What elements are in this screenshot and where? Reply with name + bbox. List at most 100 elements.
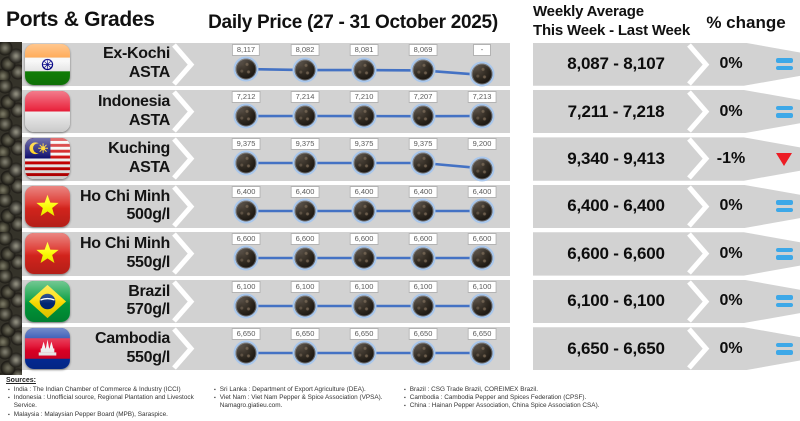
data-point-label: 9,375 [349, 138, 379, 151]
flag-india-icon [25, 43, 70, 85]
port-name: Kuching [108, 140, 170, 158]
data-point-label: - [473, 43, 491, 56]
flag-vietnam-icon [25, 233, 70, 275]
data-point-label: 6,100 [290, 280, 320, 293]
row-left-bar: Brazil 570g/l 6,100 6,100 6,100 6,100 6,100 [22, 279, 510, 324]
chevron-right-icon [685, 42, 711, 86]
sources-column-2: Sri Lanka : Department of Export Agricul… [214, 386, 400, 411]
data-point-label: 6,100 [231, 280, 261, 293]
peppercorn-data-point [469, 156, 495, 182]
peppercorn-data-point [233, 293, 259, 319]
data-point-label: 6,600 [408, 233, 438, 246]
row-left-bar: Cambodia 550g/l 6,650 6,650 6,650 6,650 6,650 [22, 327, 510, 371]
chevron-right-icon [685, 90, 711, 133]
weekly-average-value: 6,400 - 6,400 [567, 196, 665, 216]
data-point-label: 8,117 [231, 43, 261, 56]
chevron-right-icon [170, 232, 196, 280]
peppercorn-data-point [469, 245, 495, 271]
peppercorn-data-point [351, 57, 377, 83]
data-point-label: 6,100 [408, 280, 438, 293]
data-point-label: 6,650 [467, 328, 497, 341]
data-point-label: 9,200 [467, 138, 497, 151]
port-name: Ho Chi Minh [79, 187, 170, 205]
chevron-right-icon [685, 327, 711, 370]
down-triangle-icon [773, 137, 795, 180]
grade-name: ASTA [128, 111, 170, 129]
data-point-label: 9,375 [231, 138, 261, 151]
weekly-average-value: 6,100 - 6,100 [567, 291, 665, 311]
data-point-label: 6,650 [290, 328, 320, 341]
row-left-bar: Ho Chi Minh 550g/l 6,600 6,600 6,600 6,600 6,6… [22, 232, 510, 276]
peppercorn-data-point [233, 198, 259, 224]
source-item: Malaysia : Malaysian Pepper Board (MPB),… [13, 410, 168, 418]
chevron-right-icon [170, 90, 196, 138]
peppercorn-data-point [292, 293, 318, 319]
peppercorn-data-point [292, 57, 318, 83]
percent-change-value: 0% [719, 197, 743, 215]
peppercorn-data-point [292, 340, 318, 366]
source-item: Brazil : CSG Trade Brazil, COREIMEX Braz… [409, 386, 538, 393]
port-grade-label: Ho Chi Minh 550g/l [66, 232, 170, 275]
data-point-label: 9,375 [290, 138, 320, 151]
peppercorn-data-point [469, 340, 495, 366]
equal-bars-icon [773, 232, 795, 275]
equal-bars-icon [773, 43, 795, 86]
equal-bars-icon [773, 280, 795, 323]
data-point-label: 7,212 [231, 90, 261, 103]
data-point-label: 6,100 [349, 280, 379, 293]
grade-name: 500g/l [126, 206, 170, 224]
port-name: Indonesia [98, 92, 170, 110]
price-row-indonesia-asta: Indonesia ASTA 7,212 7,214 7,210 7,207 7,213 7,… [0, 89, 800, 138]
data-point-label: 6,600 [290, 233, 320, 246]
equal-bars-icon [773, 327, 795, 370]
chevron-right-icon [170, 327, 196, 375]
data-point-label: 6,400 [467, 185, 497, 198]
data-point-label: 7,210 [349, 90, 379, 103]
daily-price-mini-chart: 8,117 8,082 8,081 8,069 - [196, 43, 510, 87]
percent-change-value: 0% [719, 292, 743, 310]
percent-change-value: 0% [719, 244, 743, 262]
percent-change-value: -1% [716, 150, 746, 168]
flag-indonesia-icon [25, 90, 70, 132]
weekly-average-value: 7,211 - 7,218 [567, 101, 665, 121]
peppercorn-data-point [233, 150, 259, 176]
peppercorn-data-point [233, 340, 259, 366]
peppercorn-data-point [292, 198, 318, 224]
price-row-ho-chi-minh-550g-l: Ho Chi Minh 550g/l 6,600 6,600 6,600 6,600 6,6… [0, 232, 800, 279]
daily-price-header: Daily Price (27 - 31 October 2025) [208, 12, 498, 33]
grade-name: ASTA [128, 64, 170, 82]
flag-malaysia-icon [25, 138, 70, 180]
peppercorn-data-point [469, 293, 495, 319]
daily-price-mini-chart: 7,212 7,214 7,210 7,207 7,213 [196, 90, 510, 133]
percent-change-value: 0% [719, 55, 743, 73]
chevron-right-icon [170, 137, 196, 185]
daily-price-mini-chart: 6,400 6,400 6,400 6,400 6,400 [196, 185, 510, 228]
peppercorn-data-point [410, 150, 436, 176]
daily-price-mini-chart: 9,375 9,375 9,375 9,375 9,200 [196, 137, 510, 182]
peppercorn-data-point [233, 56, 259, 81]
data-point-label: 6,400 [408, 185, 438, 198]
data-point-label: 6,650 [349, 328, 379, 341]
peppercorn-data-point [469, 103, 495, 129]
chevron-right-icon [170, 280, 196, 328]
port-name: Ho Chi Minh [79, 235, 170, 253]
data-point-label: 6,400 [231, 185, 261, 198]
chevron-right-icon [685, 280, 711, 323]
weekly-average-value: 6,650 - 6,650 [567, 338, 665, 358]
peppercorn-data-point [351, 293, 377, 319]
price-row-ho-chi-minh-500g-l: Ho Chi Minh 500g/l 6,400 6,400 6,400 6,400 6,4… [0, 184, 800, 232]
data-point-label: 6,650 [231, 328, 261, 341]
port-grade-label: Kuching ASTA [66, 137, 170, 180]
data-point-label: 6,600 [467, 233, 497, 246]
peppercorn-data-point [410, 57, 436, 83]
peppercorn-texture-strip [0, 42, 22, 375]
grade-name: ASTA [128, 159, 170, 177]
peppercorn-data-point [351, 150, 377, 176]
peppercorn-data-point [469, 61, 495, 87]
data-point-label: 8,081 [349, 43, 379, 56]
data-point-label: 8,069 [408, 43, 438, 56]
peppercorn-data-point [351, 198, 377, 224]
port-name: Brazil [128, 282, 170, 300]
price-row-brazil-570g-l: Brazil 570g/l 6,100 6,100 6,100 6,100 6,100 6,1… [0, 279, 800, 327]
grade-name: 550g/l [126, 253, 170, 271]
